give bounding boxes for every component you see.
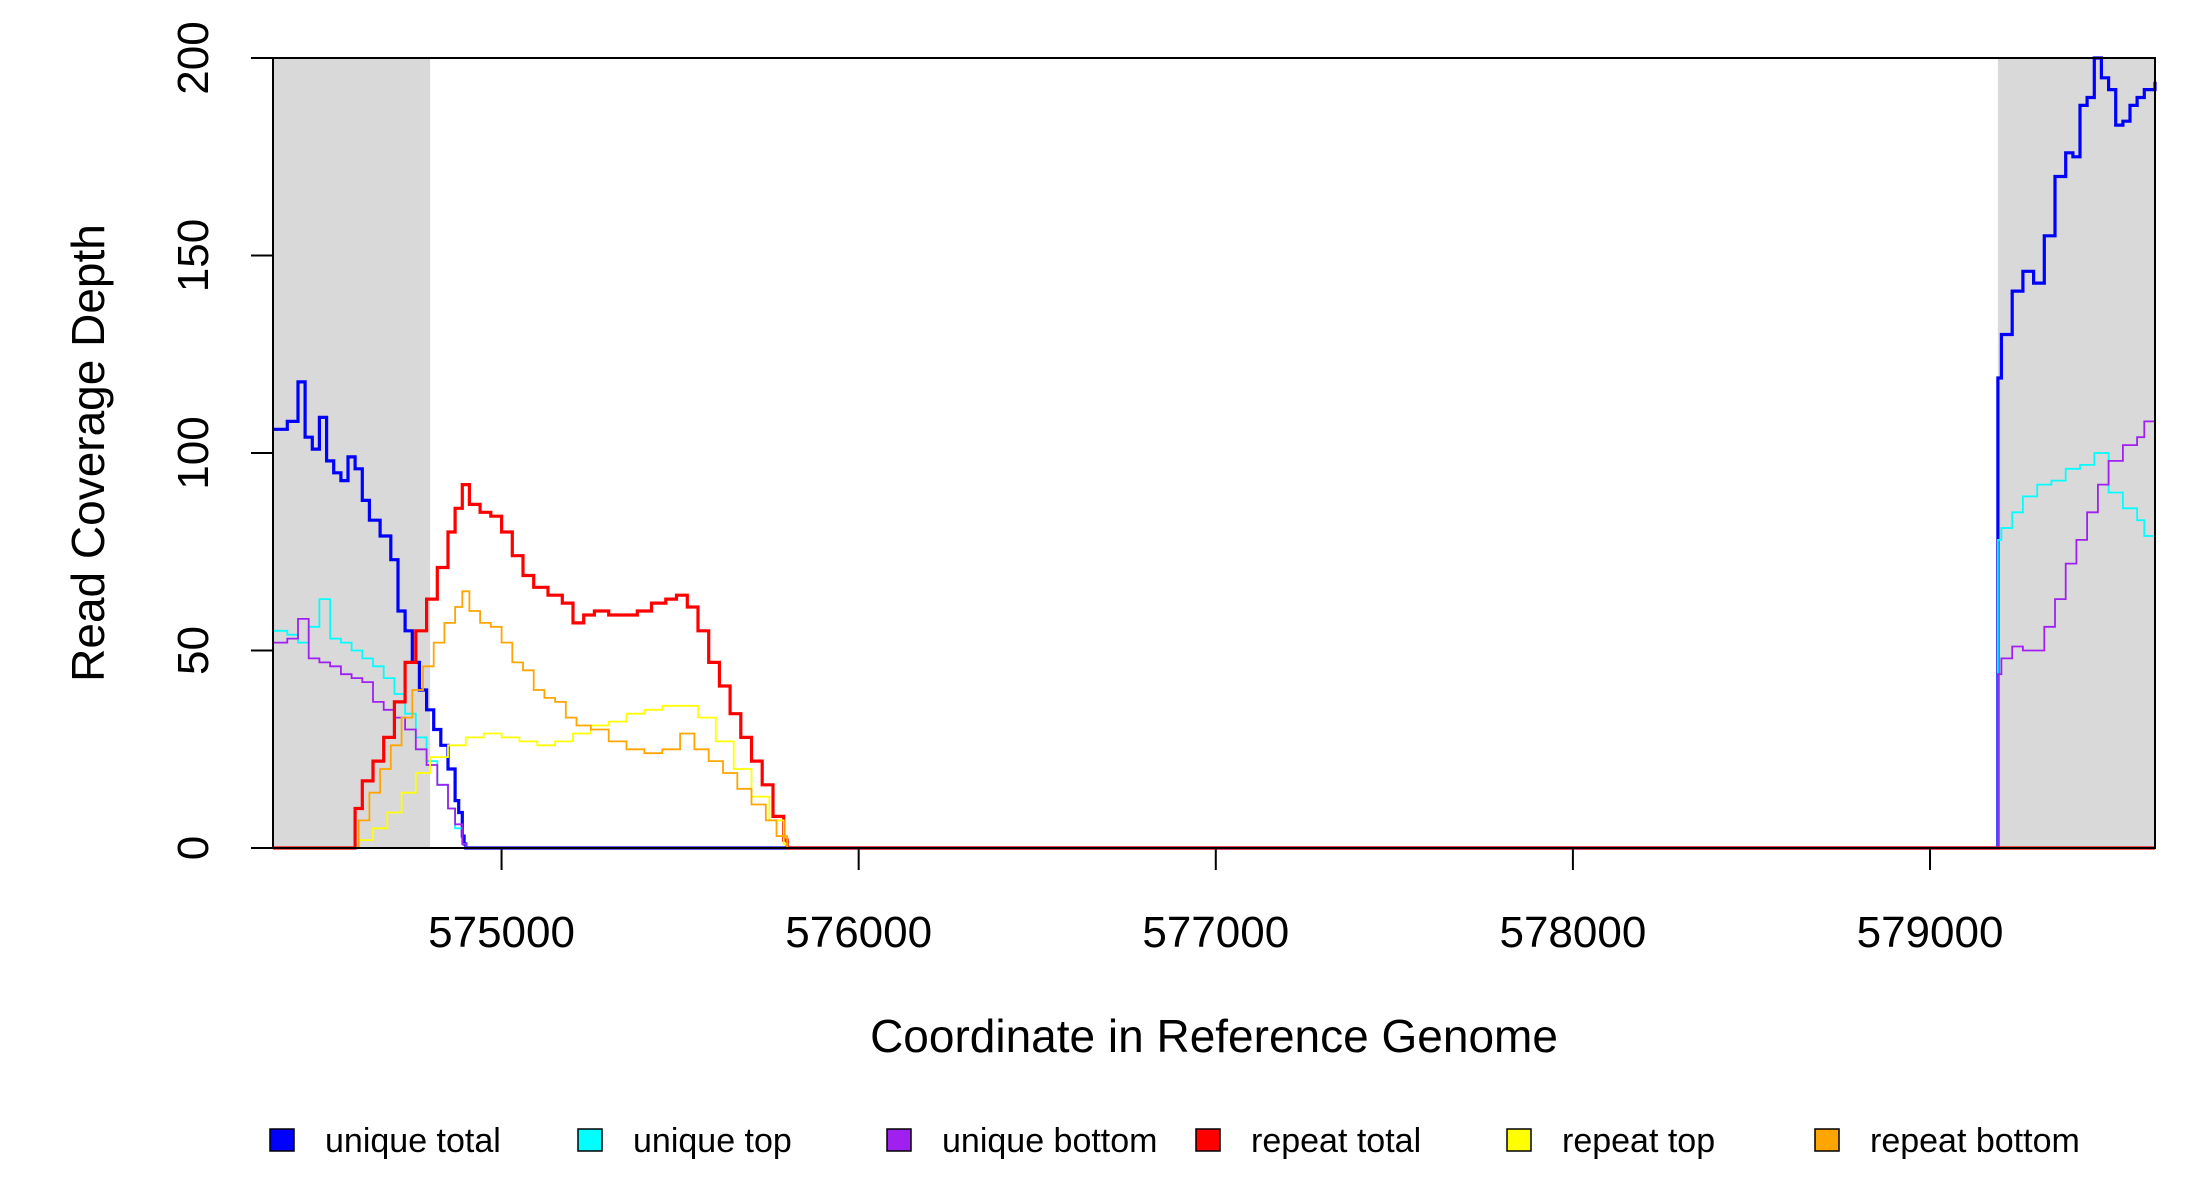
legend: unique total unique top unique bottom repea… (269, 1122, 2080, 1160)
x-axis: 575000 576000 577000 578000 579000 (428, 847, 2004, 957)
shaded-region-1 (273, 58, 431, 848)
y-tick-label-0: 0 (169, 836, 218, 860)
x-tick-label-579000: 579000 (1857, 908, 2004, 957)
legend-label-repeat-bottom: repeat bottom (1870, 1122, 2080, 1160)
x-axis-title: Coordinate in Reference Genome (870, 1010, 1558, 1062)
y-tick-label-100: 100 (169, 416, 218, 489)
legend-label-repeat-top: repeat top (1562, 1122, 1715, 1160)
legend-swatch-repeat-total (1195, 1128, 1221, 1152)
series-lines (273, 56, 2157, 850)
series-line-repeat-total (273, 483, 2155, 850)
legend-swatch-repeat-bottom (1814, 1128, 1840, 1152)
x-tick-label-577000: 577000 (1142, 908, 1289, 957)
y-axis: 0 50 100 150 200 (169, 21, 274, 860)
series-line-unique-top (273, 452, 2156, 849)
legend-label-unique-top: unique top (633, 1122, 792, 1160)
series-line-repeat-top (273, 704, 2155, 849)
y-axis-title: Read Coverage Depth (62, 224, 114, 682)
legend-swatch-unique-top (577, 1128, 603, 1152)
legend-swatch-unique-total (269, 1128, 295, 1152)
shaded-regions (273, 58, 2155, 848)
plot-frame (272, 57, 2156, 849)
shaded-region-2 (1997, 58, 2155, 848)
series-line-repeat-bottom (273, 590, 2155, 849)
series-line-unique-bottom (273, 417, 2156, 849)
y-tick-label-150: 150 (169, 219, 218, 292)
series-line-unique-total (273, 56, 2157, 850)
legend-label-unique-total: unique total (325, 1122, 501, 1160)
legend-swatch-unique-bottom (886, 1128, 912, 1152)
legend-label-unique-bottom: unique bottom (942, 1122, 1158, 1160)
y-tick-label-200: 200 (169, 21, 218, 94)
x-tick-label-578000: 578000 (1499, 908, 1646, 957)
legend-swatch-repeat-top (1506, 1128, 1532, 1152)
x-tick-label-575000: 575000 (428, 908, 575, 957)
legend-label-repeat-total: repeat total (1251, 1122, 1421, 1160)
y-tick-label-50: 50 (169, 626, 218, 675)
x-tick-label-576000: 576000 (785, 908, 932, 957)
